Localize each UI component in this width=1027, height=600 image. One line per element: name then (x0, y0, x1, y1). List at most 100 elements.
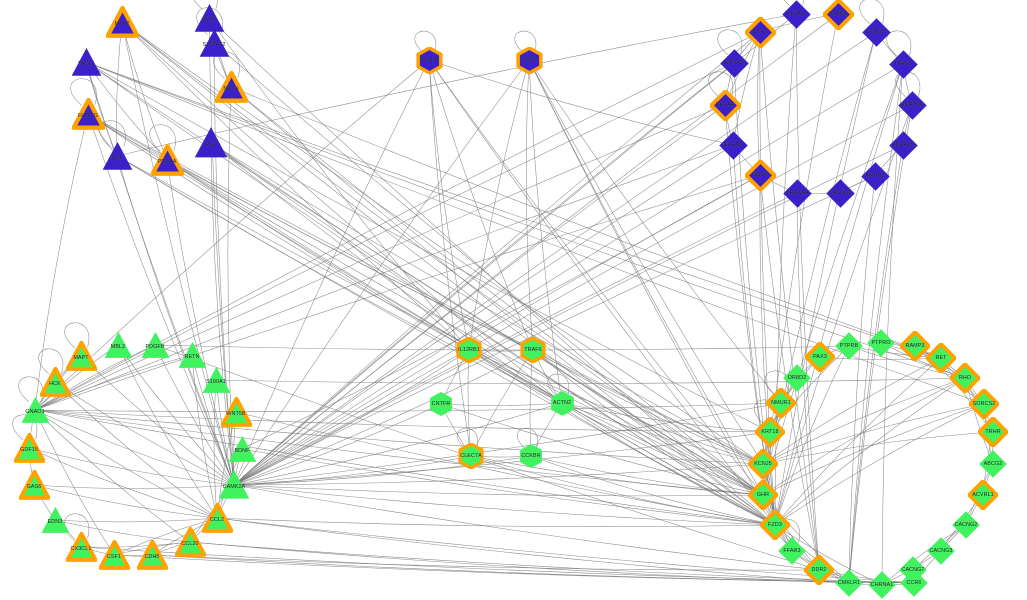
graph-node-acvrl1[interactable]: ACVRL1 (968, 480, 998, 510)
graph-edge (117, 344, 218, 519)
graph-edge (233, 192, 798, 486)
graph-node-csf1[interactable]: CSF1 (98, 539, 130, 571)
graph-node-mbl2[interactable]: MBL2 (103, 330, 134, 361)
graph-node-wnt5b[interactable]: WNT5B (220, 396, 252, 428)
graph-node-gnao1[interactable]: GNAO1 (20, 395, 51, 426)
graph-node-bdnf[interactable]: BDNF (227, 434, 258, 465)
graph-edge (34, 113, 89, 411)
graph-node-blnk[interactable]: BLNK (415, 46, 443, 74)
graph-node-sorcs2[interactable]: SORCS2 (969, 389, 999, 419)
graph-edge (233, 402, 782, 486)
graph-node-ghr[interactable]: GHR (748, 480, 778, 510)
graph-edge (54, 381, 218, 519)
graph-edge (121, 21, 470, 351)
graph-edge (762, 357, 942, 465)
graph-node-epha3[interactable]: EPHA3 (718, 130, 749, 161)
graph-edge (208, 17, 776, 526)
graph-node-esr2[interactable]: ESR2 (515, 46, 543, 74)
graph-node-pdgfb[interactable]: PDGFB (140, 330, 171, 361)
graph-edge (881, 63, 904, 586)
graph-node-krt18[interactable]: KRT18 (755, 417, 785, 447)
graph-edge (233, 104, 913, 486)
graph-edge (528, 59, 782, 404)
graph-edge (233, 59, 430, 486)
graph-edge (532, 349, 764, 465)
graph-node-adra1b[interactable]: ADRA1B (888, 130, 919, 161)
graph-edge (54, 381, 235, 486)
graph-edge (774, 104, 913, 526)
graph-edge (33, 484, 218, 519)
graph-node-cacng6[interactable]: CACNG6 (825, 178, 856, 209)
graph-node-scn3b[interactable]: SCN3B (861, 17, 892, 48)
graph-node-nrtn[interactable]: NRTN (214, 70, 248, 104)
graph-node-ccr6[interactable]: CCR6 (899, 568, 929, 598)
graph-node-adra1a[interactable]: ADRA1A (897, 90, 928, 121)
graph-edge (189, 541, 915, 584)
graph-edge (233, 31, 761, 486)
graph-node-chrna1[interactable]: CHRNA1 (867, 570, 897, 600)
graph-edge (774, 63, 904, 526)
graph-node-gdf15[interactable]: GDF15 (13, 432, 45, 464)
graph-node-hck[interactable]: HCK (39, 366, 71, 398)
graph-node-ccl20[interactable]: CCL20 (174, 526, 206, 558)
graph-edge (759, 174, 820, 571)
graph-node-s100a1[interactable]: S100A1 (201, 365, 232, 396)
graph-edge (561, 402, 764, 496)
graph-node-mtp2[interactable]: MTP2 (105, 5, 139, 39)
graph-node-cckbr[interactable]: CCKBR (518, 443, 544, 469)
graph-node-flt3lg[interactable]: FLT3LG (71, 97, 105, 131)
graph-node-fn1[interactable]: FN1 (101, 140, 134, 173)
graph-node-trpv1[interactable]: TRPV1 (888, 49, 919, 80)
graph-edge (561, 402, 776, 526)
graph-edge (85, 61, 966, 379)
graph-node-kcnj5[interactable]: KCNJ5 (748, 449, 778, 479)
graph-node-ptpro[interactable]: PTPRO (866, 328, 896, 358)
graph-edge (532, 349, 776, 526)
graph-node-cdh5[interactable]: CDH5 (136, 539, 168, 571)
graph-edge (526, 59, 534, 351)
graph-node-amhr2[interactable]: AMHR2 (860, 161, 891, 192)
graph-node-prkaa[interactable]: PRKAA (150, 143, 184, 177)
graph-node-ddr2[interactable]: DDR2 (804, 555, 834, 585)
graph-node-s100a12[interactable]: S100A12 (198, 27, 231, 60)
graph-edge (233, 455, 472, 486)
graph-edge (230, 86, 764, 496)
graph-edge (34, 62, 735, 411)
graph-node-actn2[interactable]: ACTN2 (549, 390, 576, 417)
graph-edge (28, 447, 235, 486)
graph-node-ffar3[interactable]: FFAR3 (777, 536, 807, 566)
graph-node-chrna4[interactable]: CHRNA4 (782, 178, 813, 209)
graph-node-itga8[interactable]: ITGA8 (781, 0, 812, 30)
graph-node-nrg1[interactable]: NRG1 (70, 46, 103, 79)
graph-node-ngfr[interactable]: NGFR (744, 159, 776, 191)
graph-node-gas6[interactable]: GAS6 (18, 469, 50, 501)
graph-node-cx3cl1[interactable]: CX3CL1 (65, 531, 97, 563)
graph-node-pgf[interactable]: PGF (193, 125, 229, 161)
graph-node-abcg2[interactable]: ABCG2 (978, 449, 1008, 479)
graph-node-klrd1[interactable]: KLRD1 (822, 0, 854, 30)
graph-edge (208, 17, 470, 351)
graph-edge (34, 409, 764, 465)
graph-node-clec7a[interactable]: CLEC7A (458, 443, 484, 469)
graph-node-cntfr[interactable]: CNTFR (428, 391, 454, 417)
graph-edge (166, 159, 563, 404)
graph-node-cacng3[interactable]: CACNG3 (926, 536, 956, 566)
graph-node-nmur1[interactable]: NMUR1 (766, 388, 796, 418)
self-loop-edge (457, 427, 478, 450)
graph-node-cmklr1[interactable]: CMKLR1 (834, 568, 864, 598)
graph-node-traf6[interactable]: TRAF6 (520, 337, 546, 363)
graph-node-camk2a[interactable]: CAMK2A (217, 468, 251, 502)
graph-edge (34, 174, 761, 411)
graph-node-trhr[interactable]: TRHR (978, 417, 1008, 447)
graph-node-ccl2[interactable]: CCL2 (201, 502, 233, 534)
graph-edge (774, 403, 985, 526)
graph-node-epha4[interactable]: EPHA4 (709, 89, 741, 121)
graph-edge (769, 345, 850, 433)
self-loop-edge (514, 30, 537, 54)
graph-node-ptprb[interactable]: PTPRB (834, 331, 864, 361)
graph-edge (470, 455, 764, 496)
graph-node-il12rb1[interactable]: IL12RB1 (456, 337, 482, 363)
graph-node-il1r2[interactable]: IL1R2 (744, 16, 776, 48)
graph-node-epha5[interactable]: EPHA5 (719, 48, 750, 79)
